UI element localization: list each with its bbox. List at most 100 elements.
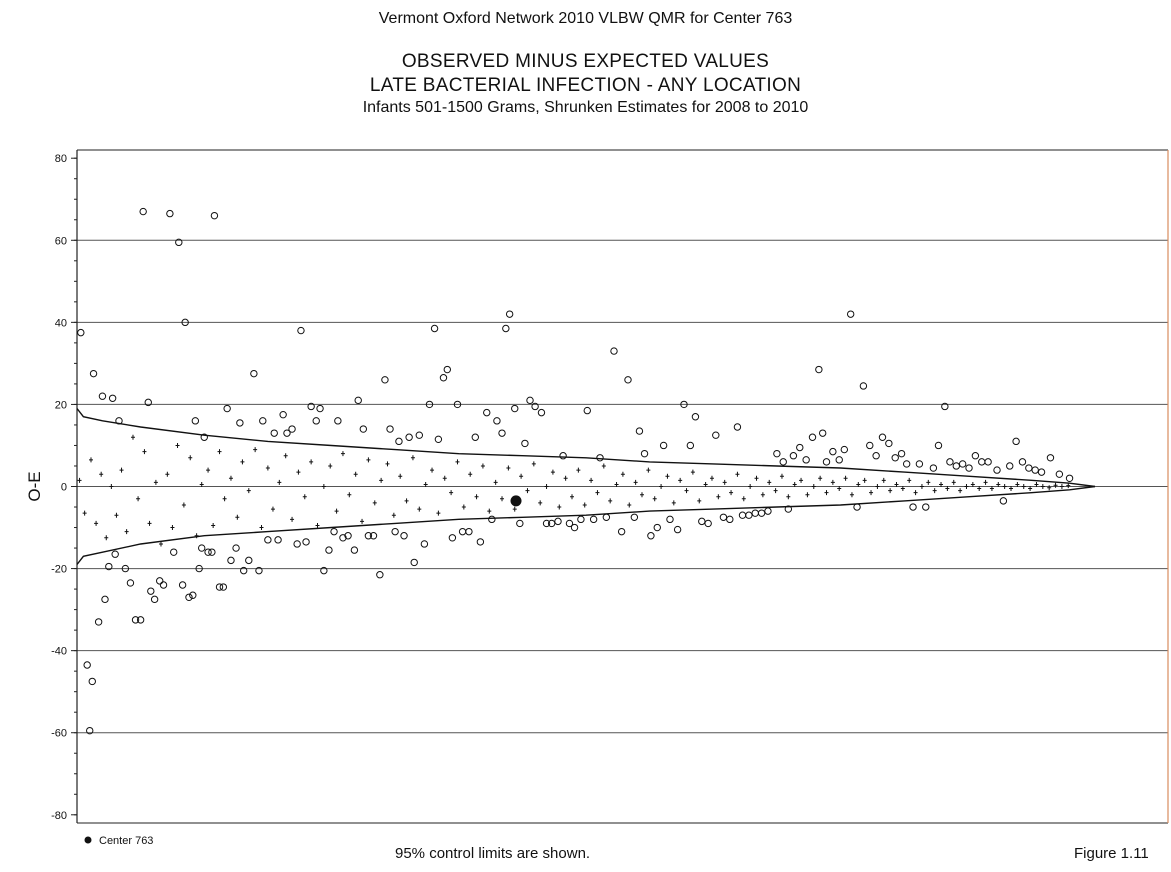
center-point xyxy=(716,494,721,500)
center-point xyxy=(442,475,447,481)
outlier-point xyxy=(312,417,320,425)
center-point xyxy=(194,533,199,539)
outlier-point xyxy=(279,410,287,419)
outlier-point xyxy=(502,324,510,333)
outlier-point xyxy=(872,452,880,460)
outlier-point xyxy=(395,437,403,446)
center-point xyxy=(576,467,581,473)
outlier-point xyxy=(745,511,753,519)
center-point xyxy=(805,492,810,498)
outlier-point xyxy=(686,441,695,450)
outlier-point xyxy=(150,595,159,604)
outlier-point xyxy=(381,376,389,384)
outlier-point xyxy=(659,441,668,450)
outlier-point xyxy=(250,369,258,378)
center-point xyxy=(217,449,222,455)
center-point xyxy=(900,486,905,492)
center-point xyxy=(786,494,791,500)
outlier-point xyxy=(334,417,342,425)
outlier-point xyxy=(1025,464,1033,472)
center-point xyxy=(773,488,778,494)
y-tick-label: 20 xyxy=(55,399,67,411)
outlier-point xyxy=(453,400,462,409)
center-point xyxy=(1009,486,1014,492)
center-point xyxy=(652,496,657,502)
center-point xyxy=(385,461,390,467)
center-point xyxy=(1053,482,1058,488)
center-point xyxy=(136,496,141,502)
center-point xyxy=(340,451,345,457)
center-point xyxy=(945,486,950,492)
outlier-point xyxy=(86,726,94,735)
center-point xyxy=(1040,484,1045,489)
center-point xyxy=(1015,481,1020,487)
outlier-point xyxy=(270,429,278,437)
center-point xyxy=(519,473,524,479)
center-point xyxy=(88,457,93,463)
outlier-point xyxy=(891,454,899,462)
report-title: Vermont Oxford Network 2010 VLBW QMR for… xyxy=(378,10,793,27)
center-point xyxy=(792,481,797,487)
outlier-point xyxy=(386,425,394,433)
center-point xyxy=(240,459,245,465)
outlier-point xyxy=(1006,462,1014,470)
center-point xyxy=(235,514,240,520)
outlier-point xyxy=(147,587,155,595)
outlier-point xyxy=(971,452,980,460)
center-point xyxy=(265,465,270,471)
outlier-point xyxy=(239,566,248,575)
center-point xyxy=(436,510,441,516)
center-point xyxy=(1002,484,1007,489)
outlier-point xyxy=(83,661,91,669)
center-point xyxy=(595,490,600,496)
outlier-point xyxy=(815,365,823,374)
center-point xyxy=(570,494,575,500)
center-point xyxy=(627,502,632,508)
center-point xyxy=(811,484,816,489)
center-point xyxy=(228,475,233,481)
outlier-point xyxy=(698,517,706,526)
center-point xyxy=(1059,484,1064,489)
center-point xyxy=(360,518,365,524)
center-point xyxy=(1028,486,1033,492)
center-point xyxy=(919,484,924,489)
center-point xyxy=(449,490,454,496)
outlier-point xyxy=(909,503,917,511)
center-point xyxy=(1021,484,1026,489)
outlier-point xyxy=(354,396,362,405)
center-point xyxy=(996,481,1001,487)
center-point xyxy=(321,484,326,489)
chart-title: OBSERVED MINUS EXPECTED VALUES xyxy=(401,51,770,72)
center-point xyxy=(366,457,371,463)
outlier-point xyxy=(726,515,734,524)
outlier-point xyxy=(738,511,747,519)
outlier-point xyxy=(829,447,837,456)
center-point xyxy=(926,479,931,485)
outlier-point xyxy=(624,376,632,384)
center-point xyxy=(907,477,912,483)
outlier-point xyxy=(984,458,992,466)
center-point xyxy=(211,522,216,528)
center-point xyxy=(678,477,683,483)
outlier-point xyxy=(191,417,200,425)
outlier-point xyxy=(219,583,228,591)
center-point xyxy=(563,475,568,481)
center-point xyxy=(932,488,937,494)
outlier-point xyxy=(181,318,189,327)
center-point xyxy=(970,481,975,487)
center-point xyxy=(104,535,109,541)
y-tick-label: 60 xyxy=(55,235,67,247)
outlier-point xyxy=(465,527,473,536)
center-point xyxy=(894,481,899,487)
outlier-point xyxy=(204,548,212,556)
outlier-point xyxy=(126,579,135,587)
outlier-point xyxy=(198,544,206,552)
outlier-point xyxy=(297,326,305,335)
center-point xyxy=(404,498,409,504)
center-point xyxy=(398,473,403,479)
outlier-point xyxy=(840,445,849,454)
outlier-point xyxy=(89,369,98,378)
center-point xyxy=(334,508,339,514)
outlier-point xyxy=(570,523,579,532)
outlier-point xyxy=(498,429,506,437)
